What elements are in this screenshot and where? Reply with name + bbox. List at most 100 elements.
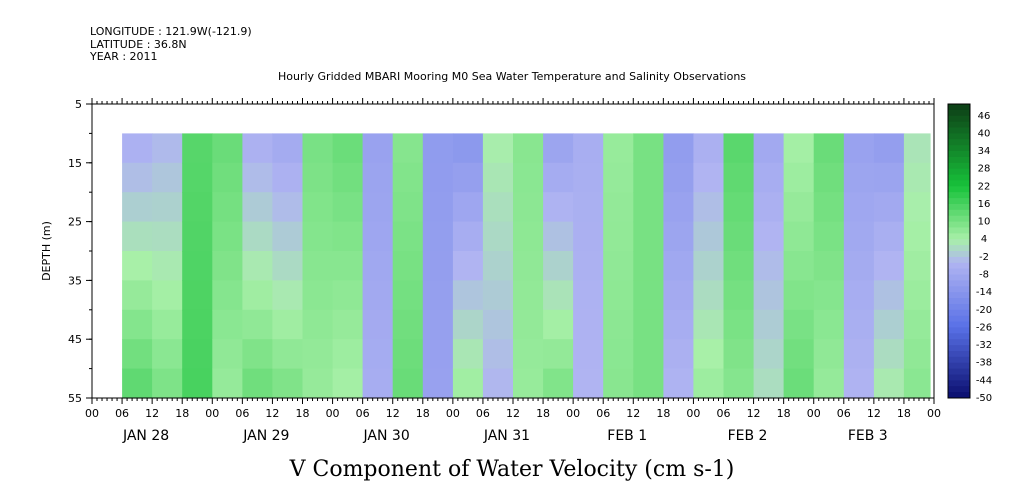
colorbar-label: -44 [976,375,992,386]
heatmap-cell [122,162,153,193]
colorbar-swatch [948,174,970,181]
heatmap-cell [482,309,514,340]
colorbar-swatch [948,139,970,146]
heatmap-cell [452,251,484,281]
heatmap-cell [843,221,875,252]
heatmap-cell [152,251,183,281]
colorbar-swatch [948,133,970,140]
heatmap-cell [783,192,815,223]
heatmap-cell [302,251,334,281]
heatmap-cell [813,221,845,252]
y-tick-label: 15 [68,157,82,170]
heatmap-cell [182,339,213,370]
heatmap-cell [903,133,931,164]
colorbar-swatch [948,156,970,164]
x-day-label: JAN 31 [483,428,530,444]
x-tick-label: 00 [927,407,941,420]
heatmap-cell [753,133,785,164]
heatmap-cell [422,221,454,252]
heatmap-cell [573,339,604,370]
heatmap-cell [362,162,394,193]
colorbar-swatch [948,386,970,393]
heatmap-cell [783,251,815,281]
heatmap-cell [302,368,334,399]
colorbar-swatch [948,315,970,323]
heatmap-cell [573,221,604,252]
x-day-label: FEB 3 [848,428,888,444]
heatmap-cell [723,368,755,399]
colorbar-label: 34 [978,146,991,157]
heatmap-cell [663,368,695,399]
heatmap-cell [693,251,725,281]
heatmap-cell [152,192,183,223]
heatmap-cell [723,162,755,193]
heatmap-cell [633,162,664,193]
heatmap-cell [753,251,785,281]
heatmap-cell [242,339,274,370]
heatmap-cell [392,192,424,223]
year-label: YEAR : 2011 [89,50,158,63]
heatmap-cell [753,162,785,193]
colorbar-swatch [948,168,970,176]
heatmap-cell [272,368,304,399]
heatmap-cell [543,280,574,311]
colorbar-swatch [948,251,970,258]
x-tick-label: 18 [897,407,911,420]
heatmap-cell [573,133,604,164]
heatmap-cell [513,192,544,223]
x-axis: 00 06 12 18 00 06 12 18 00 06 12 18 00 06 12 18 00 06 12 18… [85,98,941,444]
heatmap-cell [482,251,514,281]
colorbar-swatch [948,374,970,381]
heatmap-cell [513,339,544,370]
heatmap-cell [332,280,364,311]
heatmap-cell [603,221,634,252]
y-tick-label: 35 [68,274,82,287]
heatmap-cell [903,192,931,223]
heatmap-cell [242,162,274,193]
heatmap-cell [633,309,664,340]
heatmap-cell [482,339,514,370]
heatmap-cell [302,133,334,164]
heatmap-cell [663,192,695,223]
heatmap-cell [152,133,183,164]
colorbar-swatch [948,209,970,217]
heatmap-cell [392,309,424,340]
colorbar-swatch [948,233,970,240]
heatmap-cell [783,221,815,252]
heatmap-cell [693,309,725,340]
heatmap-cell [482,192,514,223]
colorbar-swatch [948,392,970,399]
heatmap-cell [753,368,785,399]
colorbar-swatch [948,204,970,211]
heatmap-cell [422,192,454,223]
heatmap-cell [723,339,755,370]
heatmap-cell [843,309,875,340]
heatmap-cell [212,221,243,252]
x-tick-label: 06 [837,407,851,420]
colorbar-swatch [948,292,970,299]
x-tick-label: 00 [446,407,460,420]
colorbar-swatch [948,109,970,117]
x-day-label: JAN 29 [242,428,289,444]
heatmap-cell [693,192,725,223]
colorbar-label: 10 [978,217,991,228]
heatmap-cell [513,251,544,281]
heatmap-cell [813,162,845,193]
heatmap-cell [663,339,695,370]
x-tick-label: 06 [596,407,610,420]
colorbar-swatch [948,333,970,340]
heatmap-cell [332,192,364,223]
colorbar-label: -20 [976,305,992,316]
heatmap-cell [272,309,304,340]
heatmap-cell [693,133,725,164]
colorbar-swatch [948,268,970,275]
x-tick-label: 18 [175,407,189,420]
heatmap-cell [873,309,905,340]
heatmap-cell [122,251,153,281]
colorbar-swatch [948,198,970,205]
heatmap-cell [452,309,484,340]
colorbar-swatch [948,162,970,170]
heatmap-cell [422,309,454,340]
colorbar-swatch [948,121,970,128]
heatmap-cell [573,162,604,193]
